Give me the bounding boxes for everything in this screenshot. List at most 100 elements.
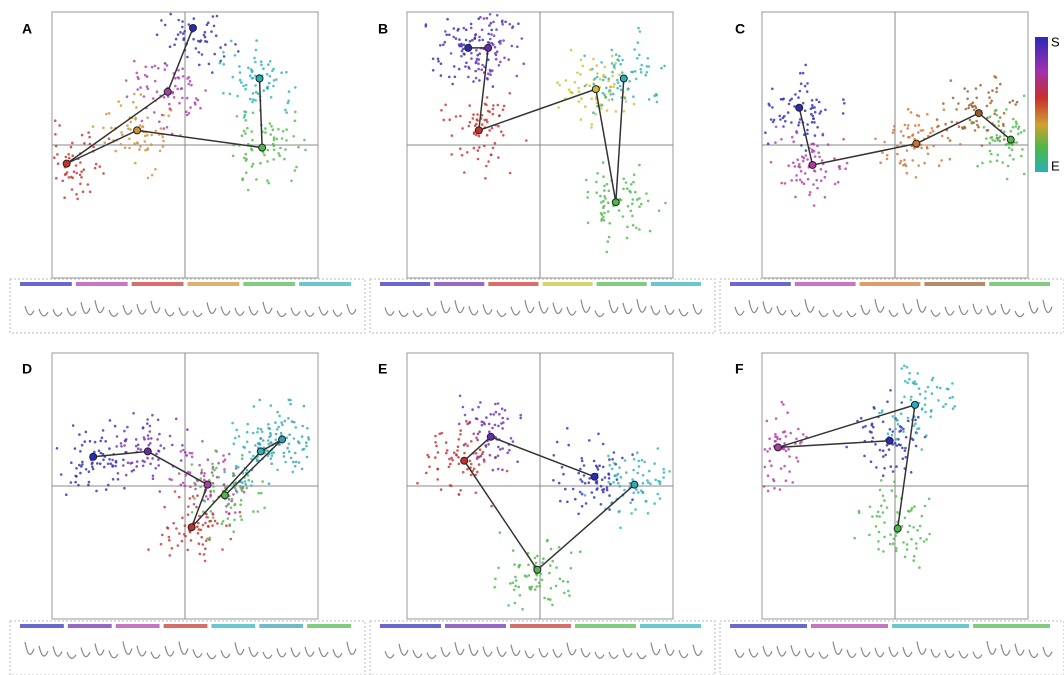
cloud-dot [461, 127, 464, 130]
cloud-dot [292, 471, 295, 474]
cloud-dot [439, 44, 442, 47]
cloud-dot [475, 77, 478, 80]
strip-glyph [945, 307, 954, 315]
cloud-dot [663, 65, 666, 68]
cloud-dot [476, 58, 479, 61]
cloud-dot [806, 133, 809, 136]
cloud-dot [493, 586, 496, 589]
cloud-dot [193, 482, 196, 485]
strip-glyph [539, 648, 548, 657]
cloud-dot [159, 490, 162, 493]
cloud-dot [489, 38, 492, 41]
cloud-dot [580, 97, 583, 100]
cloud-dot [259, 437, 262, 440]
strip-glyph [553, 649, 562, 657]
cloud-dot [277, 128, 280, 131]
strip-glyph [53, 309, 62, 316]
cloud-dot [782, 98, 785, 101]
cloud-dot [1023, 129, 1026, 132]
cloud-dot [580, 59, 583, 62]
cloud-dot [221, 522, 224, 525]
cloud-dot [620, 89, 623, 92]
cloud-dot [169, 13, 172, 16]
cloud-dot [802, 72, 805, 75]
cloud-dot [146, 422, 149, 425]
cloud-dot [75, 467, 78, 470]
cloud-dot [528, 574, 531, 577]
cloud-dot [642, 482, 645, 485]
cloud-dot [155, 453, 158, 456]
cloud-dot [185, 454, 188, 457]
strip-glyph [945, 650, 954, 658]
cloud-dot [147, 177, 150, 180]
strip-glyph [67, 308, 76, 316]
cloud-dot [814, 134, 817, 137]
strip-frame [720, 621, 1064, 675]
cloud-dot [631, 203, 634, 206]
cloud-dot [883, 467, 886, 470]
strip-glyph [319, 306, 328, 314]
cloud-dot [654, 479, 657, 482]
cloud-dot [604, 76, 607, 79]
cloud-dot [270, 125, 273, 128]
cloud-dot [91, 461, 94, 464]
cloud-dot [519, 414, 522, 417]
cloud-dot [416, 482, 419, 485]
cloud-dot [158, 450, 161, 453]
cloud-dot [787, 164, 790, 167]
strip-glyph [735, 307, 744, 315]
strip-glyph [525, 651, 534, 658]
cloud-dot [120, 104, 123, 107]
cloud-dot [452, 36, 455, 39]
cloud-dot [764, 448, 767, 451]
cloud-dot [780, 182, 783, 185]
cloud-dot [976, 165, 979, 168]
cloud-dot [71, 154, 74, 157]
strip-glyph [623, 649, 632, 657]
cloud-dot [916, 372, 919, 375]
cloud-dot [809, 191, 812, 194]
cloud-dot [65, 493, 68, 496]
cloud-dot [79, 161, 82, 164]
cloud-dot [577, 472, 580, 475]
cloud-dot [900, 401, 903, 404]
cloud-dot [199, 553, 202, 556]
cloud-dot [288, 450, 291, 453]
cloud-dot [252, 163, 255, 166]
cloud-dot [68, 157, 71, 160]
cloud-dot [481, 64, 484, 67]
strip-glyph [413, 310, 422, 316]
cloud-dot [434, 435, 437, 438]
cloud-dot [107, 463, 110, 466]
cloud-dot [454, 76, 457, 79]
strip-glyph [1043, 647, 1052, 657]
cloud-dot [495, 54, 498, 57]
cloud-dot [473, 467, 476, 470]
cloud-dot [657, 480, 660, 483]
cloud-dot [53, 156, 56, 159]
cloud-dot [54, 119, 57, 122]
cloud-dot [585, 502, 588, 505]
cloud-dot [813, 106, 816, 109]
trajectory-point [257, 448, 264, 455]
cloud-dot [251, 101, 254, 104]
cloud-dot [177, 76, 180, 79]
cloud-dot [115, 445, 118, 448]
cloud-dot [915, 445, 918, 448]
cloud-dot [522, 62, 525, 65]
cloud-dot [222, 454, 225, 457]
strip-segment [989, 282, 1050, 286]
cloud-dot [656, 493, 659, 496]
cloud-dot [943, 108, 946, 111]
cloud-dot [238, 435, 241, 438]
cloud-dot [565, 79, 568, 82]
cloud-dot [458, 68, 461, 71]
cloud-dot [868, 534, 871, 537]
cloud-dot [815, 179, 818, 182]
cloud-dot [242, 85, 245, 88]
cloud-dot [534, 588, 537, 591]
cloud-dot [1021, 148, 1024, 151]
cloud-dot [216, 522, 219, 525]
cloud-dot [188, 112, 191, 115]
cloud-dot [785, 479, 788, 482]
